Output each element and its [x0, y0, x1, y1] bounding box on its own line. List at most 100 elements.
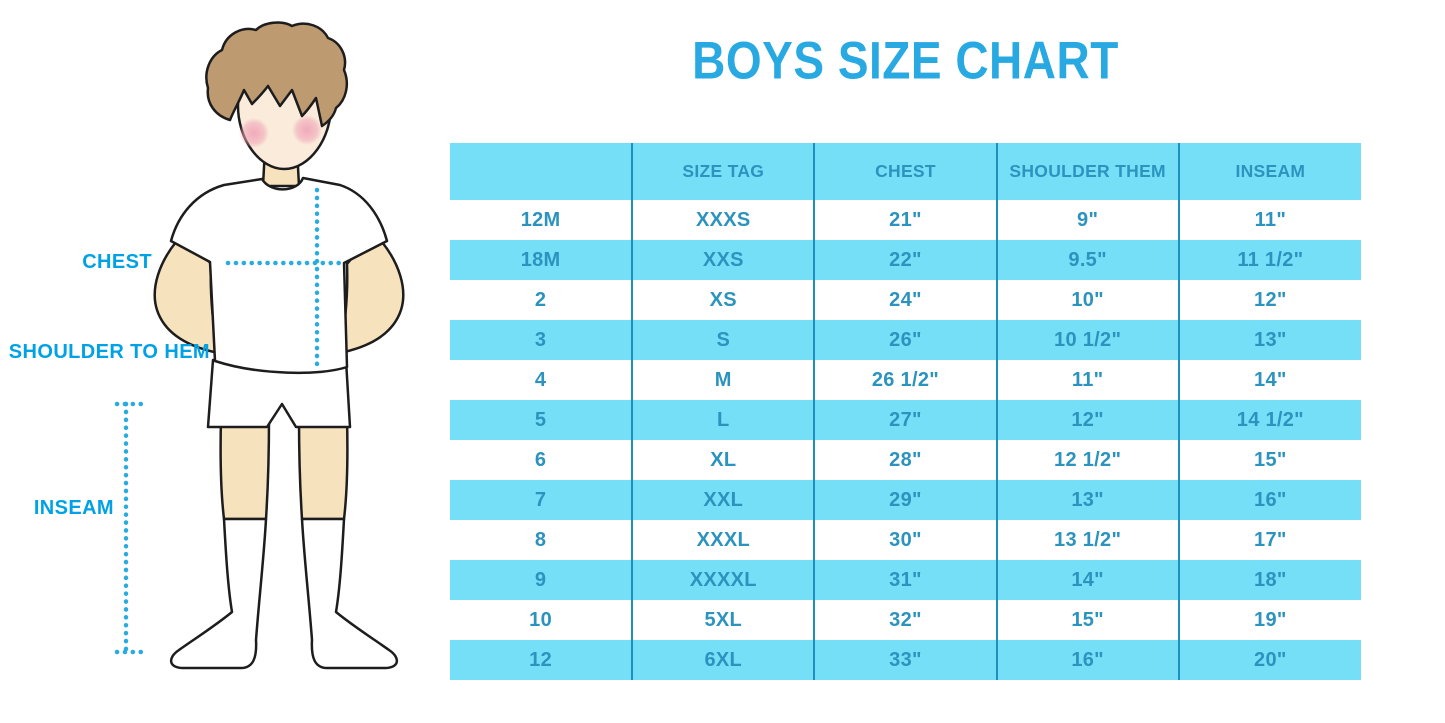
table-cell: 24": [813, 280, 997, 320]
table-cell: 12": [1177, 280, 1361, 320]
table-cell: 27": [813, 400, 997, 440]
table-row: 3 S 26" 10 1/2" 13": [450, 320, 1361, 360]
chest-label: CHEST: [82, 251, 152, 273]
left-sock: [170, 517, 268, 670]
column-header: CHEST: [813, 143, 997, 200]
table-cell: 12: [450, 640, 633, 680]
table-row: 6 XL 28" 12 1/2" 15": [450, 440, 1361, 480]
table-header-row: SIZE TAG CHEST SHOULDER THEM INSEAM: [450, 143, 1361, 200]
boy-figure-svg: [114, 21, 405, 670]
table-cell: 5: [450, 400, 633, 440]
table-cell: 12": [995, 400, 1179, 440]
table-cell: 31": [813, 560, 997, 600]
table-row: 8 XXXL 30" 13 1/2" 17": [450, 520, 1361, 560]
table-cell: 10": [995, 280, 1179, 320]
table-cell: 15": [1177, 440, 1361, 480]
table-cell: M: [631, 360, 815, 400]
table-cell: 19": [1177, 600, 1361, 640]
table-cell: 9": [995, 200, 1179, 240]
table-cell: 6: [450, 440, 633, 480]
boy-illustration: CHEST SHOULDER TO HEM INSEAM: [0, 0, 450, 723]
table-cell: 13": [1177, 320, 1361, 360]
table-cell: 4: [450, 360, 633, 400]
table-cell: 29": [813, 480, 997, 520]
left-leg: [219, 416, 271, 521]
table-cell: 16": [1177, 480, 1361, 520]
t-shirt: [169, 176, 389, 375]
table-cell: 10 1/2": [995, 320, 1179, 360]
table-cell: 32": [813, 600, 997, 640]
left-cheek: [239, 118, 269, 148]
table-cell: 9: [450, 560, 633, 600]
table-cell: 26": [813, 320, 997, 360]
table-cell: 18M: [450, 240, 633, 280]
shoulder-to-hem-label: SHOULDER TO HEM: [8, 341, 210, 363]
table-cell: 7: [450, 480, 633, 520]
table-row: 4 M 26 1/2" 11" 14": [450, 360, 1361, 400]
shorts: [206, 358, 352, 429]
table-row: 12M XXXS 21" 9" 11": [450, 200, 1361, 240]
page-title: BOYS SIZE CHART: [692, 30, 1119, 90]
table-cell: 15": [995, 600, 1179, 640]
table-row: 7 XXL 29" 13" 16": [450, 480, 1361, 520]
table-row: 12 6XL 33" 16" 20": [450, 640, 1361, 680]
table-cell: 14 1/2": [1177, 400, 1361, 440]
table-cell: XXL: [631, 480, 815, 520]
table-cell: 14": [1177, 360, 1361, 400]
table-cell: XXXS: [631, 200, 815, 240]
inseam-label: INSEAM: [33, 497, 114, 519]
table-row: 5 L 27" 12" 14 1/2": [450, 400, 1361, 440]
table-cell: 18": [1177, 560, 1361, 600]
table-header: SIZE TAG CHEST SHOULDER THEM INSEAM: [450, 143, 1361, 200]
right-arm: [338, 240, 405, 355]
table-cell: 5XL: [631, 600, 815, 640]
table-cell: 21": [813, 200, 997, 240]
column-header: INSEAM: [1177, 143, 1361, 200]
table-cell: 8: [450, 520, 633, 560]
table-cell: 6XL: [631, 640, 815, 680]
boy-body: [153, 21, 405, 670]
table-cell: 14": [995, 560, 1179, 600]
hair: [205, 21, 348, 128]
table-row: 9 XXXXL 31" 14" 18": [450, 560, 1361, 600]
table-cell: 3: [450, 320, 633, 360]
table-cell: 10: [450, 600, 633, 640]
column-header: SIZE TAG: [631, 143, 815, 200]
table-cell: 2: [450, 280, 633, 320]
table-cell: 11 1/2": [1177, 240, 1361, 280]
right-sock: [300, 517, 398, 670]
table-cell: XXS: [631, 240, 815, 280]
table-cell: 33": [813, 640, 997, 680]
column-header: SHOULDER THEM: [995, 143, 1179, 200]
table-cell: 22": [813, 240, 997, 280]
table-cell: 17": [1177, 520, 1361, 560]
table-cell: L: [631, 400, 815, 440]
size-chart-table: SIZE TAG CHEST SHOULDER THEM INSEAM 12M XXXS…: [450, 143, 1361, 680]
table-cell: XS: [631, 280, 815, 320]
table-cell: 13": [995, 480, 1179, 520]
table-cell: 30": [813, 520, 997, 560]
table-row: 18M XXS 22" 9.5" 11 1/2": [450, 240, 1361, 280]
measurement-lines: [114, 187, 346, 655]
table-row: 2 XS 24" 10" 12": [450, 280, 1361, 320]
table-cell: 12 1/2": [995, 440, 1179, 480]
table-cell: XXXL: [631, 520, 815, 560]
table-cell: 28": [813, 440, 997, 480]
table-cell: 13 1/2": [995, 520, 1179, 560]
table-cell: S: [631, 320, 815, 360]
table-cell: 12M: [450, 200, 633, 240]
right-cheek: [292, 115, 322, 145]
column-header: [450, 143, 633, 200]
table-body: 12M XXXS 21" 9" 11" 18M XXS 22" 9.5" 11 1/2" 2 XS 24…: [450, 200, 1361, 680]
table-cell: 26 1/2": [813, 360, 997, 400]
table-cell: 11": [995, 360, 1179, 400]
table-cell: 16": [995, 640, 1179, 680]
table-cell: 11": [1177, 200, 1361, 240]
table-cell: XXXXL: [631, 560, 815, 600]
table-cell: XL: [631, 440, 815, 480]
table-cell: 20": [1177, 640, 1361, 680]
table-row: 10 5XL 32" 15" 19": [450, 600, 1361, 640]
table-cell: 9.5": [995, 240, 1179, 280]
right-leg: [297, 416, 349, 521]
